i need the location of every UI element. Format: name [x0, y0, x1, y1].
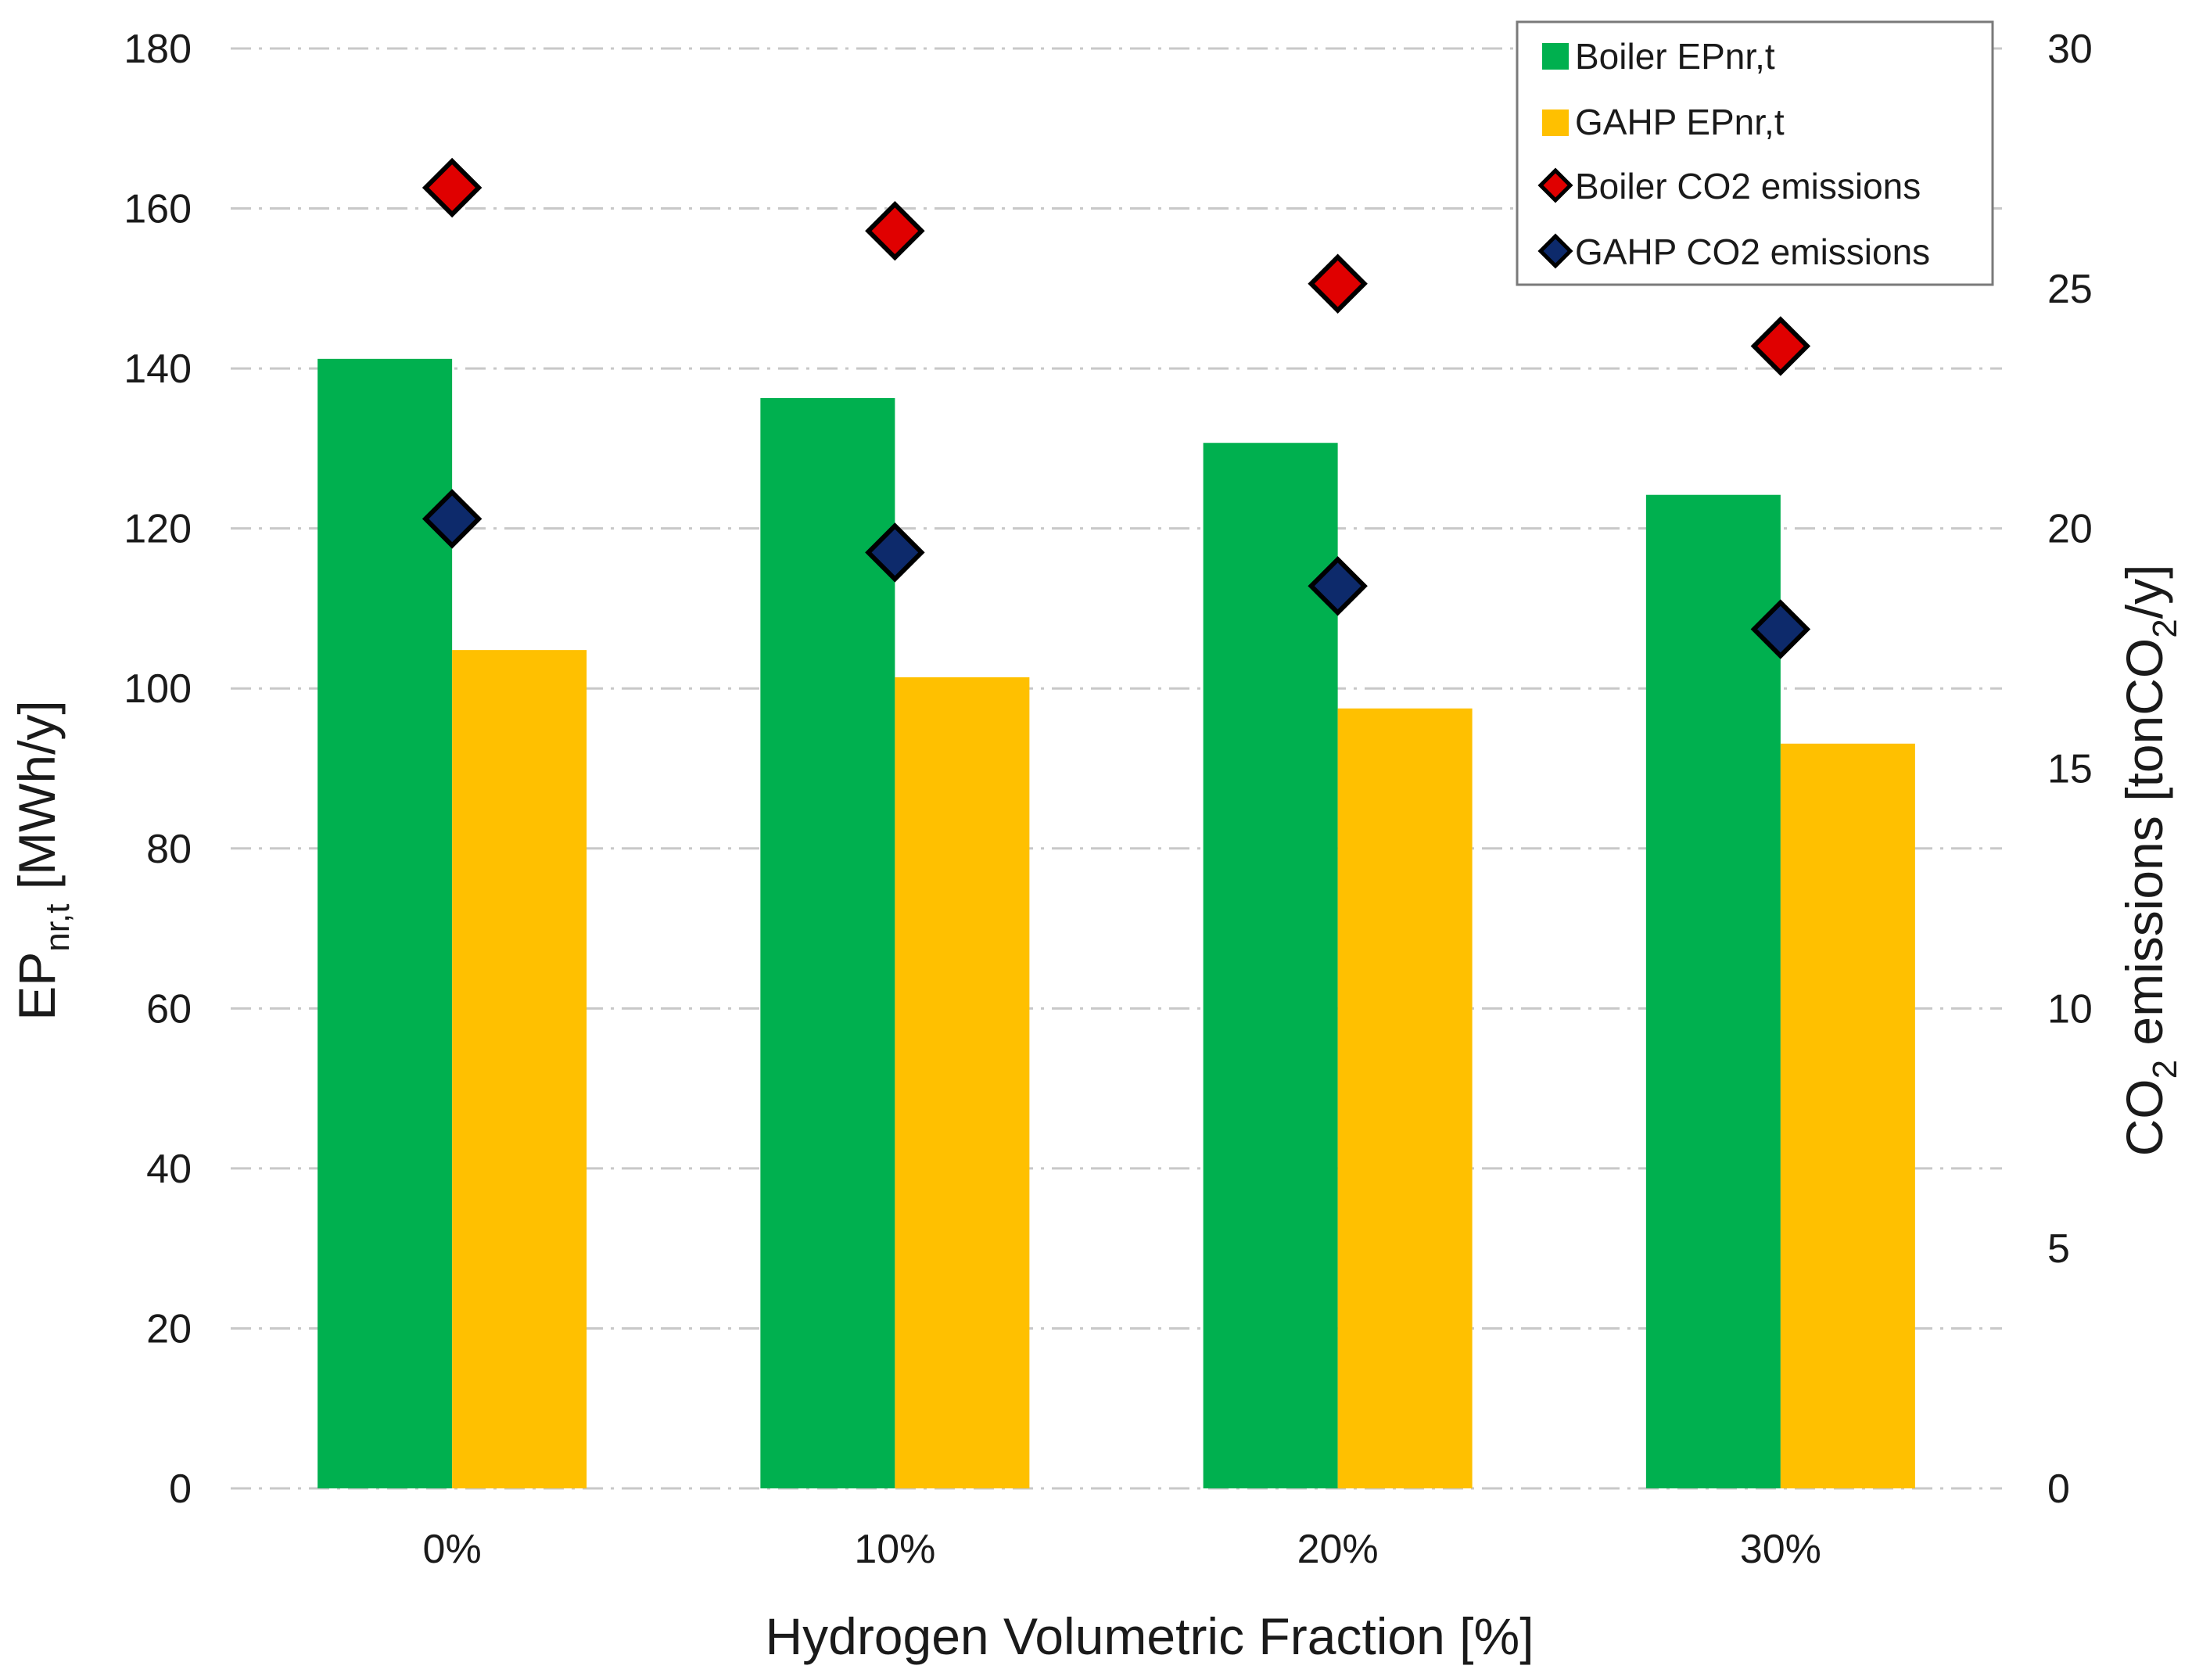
diamond-marker [1750, 316, 1811, 376]
right-axis-ticks: 0 5 10 15 20 25 30 [2047, 27, 2093, 1512]
y-tick-label: 40 [146, 1147, 192, 1192]
y-tick-label: 120 [124, 507, 192, 552]
y-tick-label: 160 [124, 187, 192, 232]
y2-axis-title-pre: CO [2115, 1079, 2173, 1156]
y2-tick-label: 10 [2047, 986, 2093, 1032]
bar [1337, 708, 1473, 1488]
y-tick-label: 180 [124, 27, 192, 72]
x-tick-label: 10% [854, 1527, 935, 1572]
y-axis-title-main: EP [8, 952, 66, 1021]
y-tick-label: 80 [146, 827, 192, 872]
y-tick-label: 100 [124, 666, 192, 712]
legend-swatch-gahp-co2 [1537, 233, 1573, 269]
y2-axis-title-sub2: 2 [2146, 619, 2184, 637]
legend-swatch-boiler-co2 [1537, 167, 1573, 203]
y2-tick-label: 15 [2047, 747, 2093, 792]
bar [317, 358, 453, 1488]
markers [422, 157, 1811, 659]
legend-label-boiler-co2: Boiler CO2 emissions [1575, 166, 1921, 206]
y-axis-title-sub: nr,t [38, 904, 77, 952]
bar [895, 677, 1030, 1488]
legend-swatch-gahp-ep [1542, 109, 1569, 136]
y2-axis-title-mid: emissions [tonCO [2115, 638, 2173, 1060]
bar [452, 650, 587, 1488]
y-tick-label: 140 [124, 346, 192, 392]
bar [1645, 494, 1781, 1489]
diamond-marker [1750, 599, 1811, 659]
y2-axis-title-post: /y] [2115, 565, 2173, 619]
y2-tick-label: 30 [2047, 27, 2093, 72]
diamond-marker [422, 157, 483, 218]
legend-label-gahp-ep: GAHP EPnr,t [1575, 102, 1785, 142]
bars [317, 358, 1915, 1489]
diamond-marker [1308, 556, 1368, 616]
y2-tick-label: 5 [2047, 1226, 2070, 1272]
y-tick-label: 60 [146, 986, 192, 1032]
left-axis-ticks: 0 20 40 60 80 100 120 140 160 180 [124, 27, 192, 1512]
legend-box [1516, 20, 1994, 286]
y2-tick-label: 20 [2047, 507, 2093, 552]
x-axis-ticks: 0% 10% 20% 30% [423, 1527, 1821, 1572]
y-axis-title: EPnr,t [MWh/y] [8, 700, 77, 1021]
x-tick-label: 20% [1297, 1527, 1379, 1572]
legend-label-gahp-co2: GAHP CO2 emissions [1575, 232, 1930, 272]
diamond-marker [865, 200, 925, 261]
x-axis-title: Hydrogen Volumetric Fraction [%] [765, 1607, 1534, 1665]
diamond-marker [1308, 253, 1368, 314]
y-tick-label: 20 [146, 1306, 192, 1352]
legend-label-boiler-ep: Boiler EPnr,t [1575, 36, 1775, 77]
bar [760, 397, 895, 1489]
diamond-marker [865, 522, 925, 583]
legend-swatch-boiler-ep [1542, 43, 1569, 70]
x-tick-label: 30% [1740, 1527, 1821, 1572]
legend: Boiler EPnr,t GAHP EPnr,t Boiler CO2 emi… [1516, 20, 1994, 286]
y2-axis-title: CO2 emissions [tonCO2/y] [2115, 565, 2184, 1157]
x-tick-label: 0% [423, 1527, 482, 1572]
bar [1780, 743, 1915, 1488]
bar [1203, 443, 1338, 1488]
y2-tick-label: 0 [2047, 1466, 2070, 1512]
y-axis-title-rest: [MWh/y] [8, 700, 66, 903]
diamond-marker [422, 489, 483, 549]
y2-axis-title-sub: 2 [2146, 1060, 2184, 1079]
y-tick-label: 0 [169, 1466, 192, 1512]
y2-tick-label: 25 [2047, 267, 2093, 312]
